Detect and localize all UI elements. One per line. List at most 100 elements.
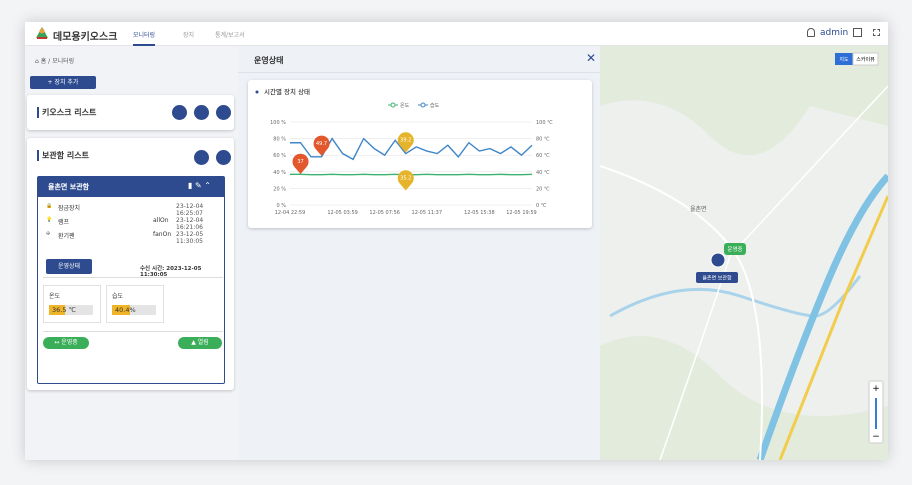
x-tick-label: 12-05 19:59 xyxy=(506,210,537,216)
humidity-box: 습도 40.4% xyxy=(106,285,164,323)
river xyxy=(756,173,888,460)
tab[interactable]: 통계/보고서 xyxy=(215,32,245,39)
x-tick-label: 12-05 11:37 xyxy=(412,210,443,216)
icon-button[interactable] xyxy=(216,105,231,120)
device-field: fanOn xyxy=(153,231,172,238)
card-title: 보관함 리스트 xyxy=(37,150,89,161)
gauge xyxy=(49,305,93,315)
x-tick-label: 12-05 03:59 xyxy=(327,210,358,216)
status-badge xyxy=(724,243,746,255)
logout-icon[interactable] xyxy=(853,28,862,37)
y-tick-label: 40 % xyxy=(273,170,286,176)
y-tick-label: 0 % xyxy=(276,203,286,209)
river xyxy=(609,275,862,318)
mark-label: 49.7 xyxy=(316,141,327,147)
kiosk-card: 키오스크 리스트 xyxy=(27,95,234,130)
device-field: 잠금장치 xyxy=(58,205,81,212)
mark-label: 35.2 xyxy=(400,176,411,182)
legend-label: 습도 xyxy=(430,102,440,109)
label: 습도 xyxy=(112,293,124,300)
device-field: 23-12-04 16:21:06 xyxy=(176,217,204,231)
add-button[interactable]: + 장치 추가 xyxy=(30,76,96,89)
state-button[interactable]: ▲ 열림 xyxy=(178,337,222,349)
y2-tick-label: 20 ℃ xyxy=(536,186,550,192)
legend-swatch xyxy=(390,102,396,108)
y-tick-label: 100 % xyxy=(270,120,286,126)
y2-tick-label: 60 ℃ xyxy=(536,153,550,159)
icon-button[interactable] xyxy=(194,150,209,165)
map-view-button[interactable] xyxy=(852,52,879,66)
marker-icon[interactable] xyxy=(710,252,726,268)
terrain xyxy=(600,336,888,460)
y2-tick-label: 0 ℃ xyxy=(536,203,547,209)
chart-title: 시간별 장치 상태 xyxy=(264,87,310,96)
fullscreen-icon[interactable] xyxy=(873,29,880,36)
mark-pin xyxy=(292,153,309,174)
y2-tick-label: 100 ℃ xyxy=(536,120,553,126)
divider xyxy=(238,72,600,73)
map: 지도 스카이뷰 율촌면 운영중 율촌면 보관함 + − xyxy=(600,46,888,460)
user[interactable]: admin xyxy=(820,28,849,38)
crumb[interactable]: 홈 xyxy=(40,58,47,65)
gauge-fill xyxy=(112,305,130,315)
sidebar: ⌂ 홈 / 모니터링 + 장치 추가 키오스크 리스트 보관함 리스트 율촌면 … xyxy=(25,46,238,460)
y-tick-label: 80 % xyxy=(273,137,286,143)
humidity-value: 40.4% xyxy=(115,306,136,314)
y2-tick-label: 40 ℃ xyxy=(536,170,550,176)
close-button[interactable]: ✕ xyxy=(586,51,597,65)
tab[interactable]: 장치 xyxy=(183,32,195,39)
icon-button[interactable] xyxy=(194,105,209,120)
highway xyxy=(778,195,888,460)
place-label: 율촌면 xyxy=(690,205,707,213)
mark-label: 39.2 xyxy=(400,138,411,144)
mark-pin xyxy=(397,170,414,191)
card-title: 키오스크 리스트 xyxy=(37,107,96,118)
divider xyxy=(43,331,223,332)
device-field: allOn xyxy=(153,217,169,224)
x-tick-label: 12-05 15:38 xyxy=(464,210,495,216)
marker-box[interactable] xyxy=(696,272,738,283)
temperature-value: 36.5 xyxy=(52,306,67,314)
tab[interactable]: 모니터링 xyxy=(133,30,156,46)
map-view-label: 지도 xyxy=(839,56,849,63)
device-icon: 💡 xyxy=(46,217,53,223)
device-field: 램프 xyxy=(58,219,70,226)
marker-label: 율촌면 보관함 xyxy=(702,275,732,282)
locker-actions[interactable]: ▮ ✎ ⌃ xyxy=(188,181,211,190)
legend-swatch xyxy=(420,102,426,108)
divider xyxy=(43,277,223,278)
series-line xyxy=(290,137,533,161)
logo: 데모용키오스크 xyxy=(53,32,118,43)
map-view-label: 스카이뷰 xyxy=(856,56,875,63)
bullet xyxy=(255,90,259,94)
device-icon: 🔒 xyxy=(46,203,53,209)
panel-title: 운영상태 xyxy=(254,56,284,65)
map-view-button[interactable] xyxy=(835,53,853,65)
value: 36.5 ℃ xyxy=(52,306,76,314)
locker-card: 보관함 리스트 율촌면 보관함 ▮ ✎ ⌃ 🔒 잠금장치 23-12-04 16:2… xyxy=(27,138,234,390)
device-icon: ✣ xyxy=(46,231,51,237)
locker-item: 율촌면 보관함 ▮ ✎ ⌃ 🔒 잠금장치 23-12-04 16:25:07 💡 램프 a… xyxy=(37,176,225,384)
logo-icon xyxy=(36,27,48,39)
status-button[interactable]: 운영상태 xyxy=(46,259,92,274)
crumb: 모니터링 xyxy=(52,58,75,65)
temperature-box: 온도 36.5 ℃ xyxy=(43,285,101,323)
road xyxy=(659,85,888,460)
gauge xyxy=(112,305,156,315)
chart: 시간별 장치 상태 0 % 20 % 40 % 60 % 80 % 100 % 0 ℃ 20 … xyxy=(248,80,592,228)
y-tick-label: 60 % xyxy=(273,153,286,159)
legend-label: 온도 xyxy=(400,103,410,109)
icon-button[interactable] xyxy=(216,150,231,165)
state-button[interactable]: ↔ 운영중 xyxy=(43,337,89,349)
zoom-out[interactable]: − xyxy=(872,432,880,442)
zoom-in[interactable]: + xyxy=(872,384,880,394)
breadcrumb: ⌂ 홈 / 모니터링 xyxy=(35,58,75,65)
device-field: 환기팬 xyxy=(58,233,75,240)
locker-name[interactable]: 율촌면 보관함 xyxy=(38,177,224,197)
terrain xyxy=(600,46,888,156)
status-panel: 운영상태 ✕ 시간별 장치 상태 0 % 20 % 40 % 60 % 80 % 100 … xyxy=(238,46,600,460)
device-field: 23-12-05 11:30:05 xyxy=(176,231,204,245)
label: 온도 xyxy=(49,293,61,300)
icon-button[interactable] xyxy=(172,105,187,120)
